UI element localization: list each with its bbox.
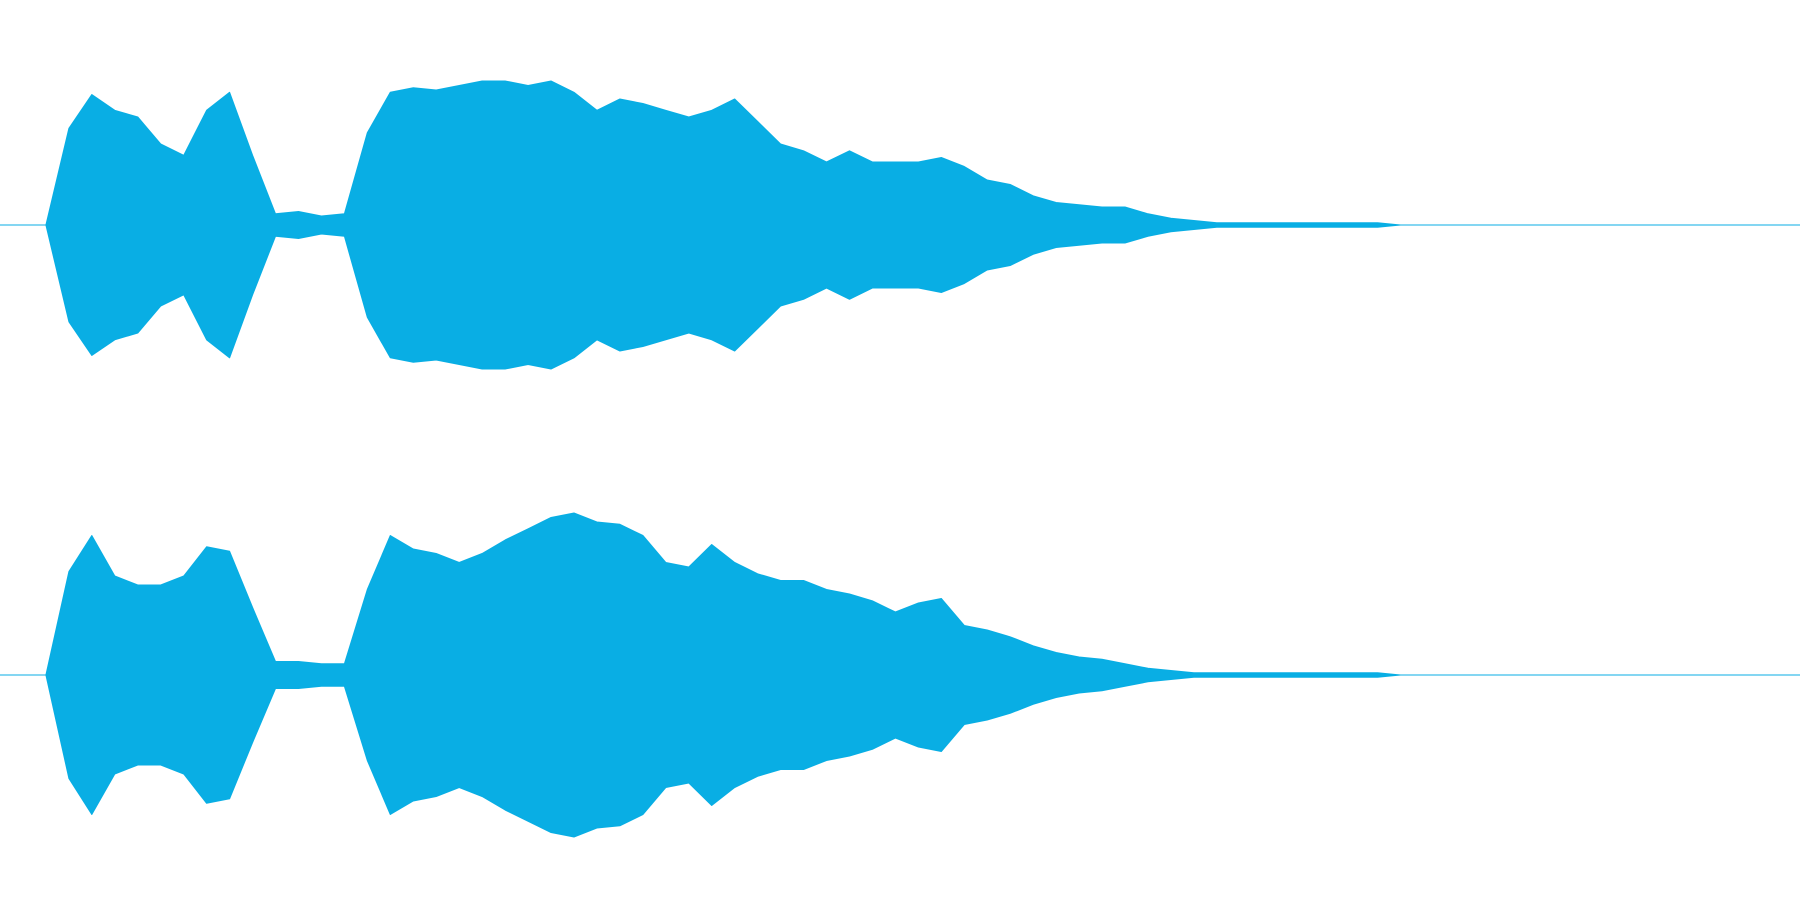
waveform-lower xyxy=(45,674,1401,838)
waveform-upper xyxy=(45,512,1401,676)
waveform-upper xyxy=(45,80,1401,226)
waveform-lower xyxy=(45,224,1401,370)
